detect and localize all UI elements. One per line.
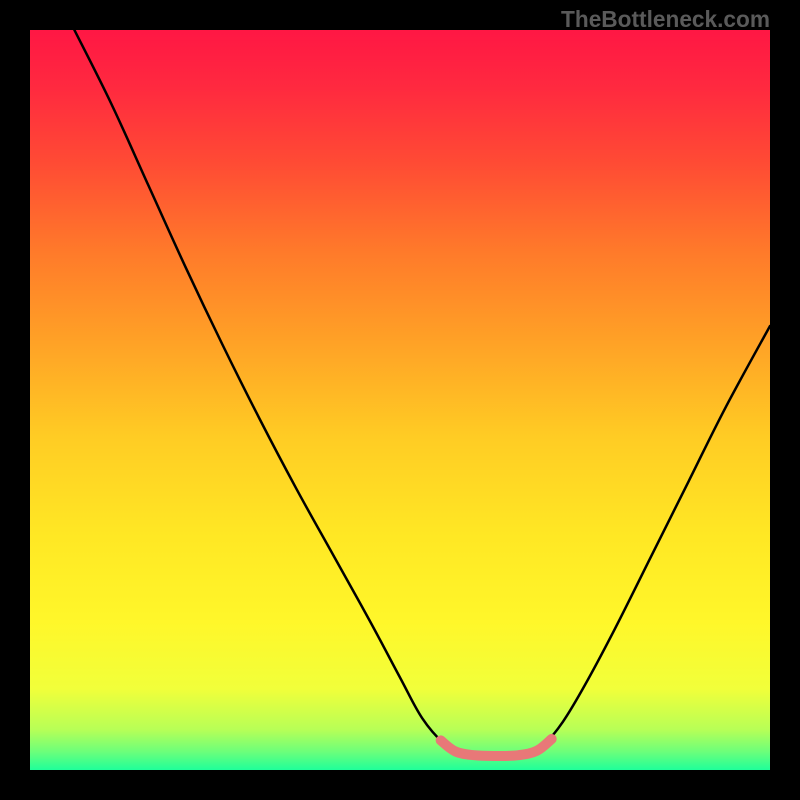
watermark-text: TheBottleneck.com	[561, 6, 770, 33]
chart-background	[30, 30, 770, 770]
chart-svg	[30, 30, 770, 770]
chart-container: TheBottleneck.com	[0, 0, 800, 800]
plot-area	[30, 30, 770, 770]
